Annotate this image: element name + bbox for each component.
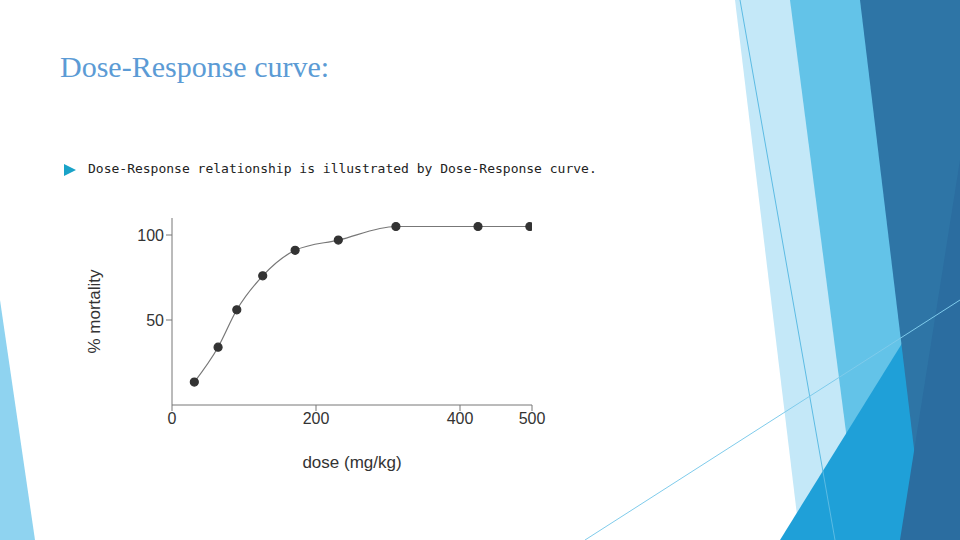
svg-text:100: 100 (137, 227, 164, 244)
html-text:Dose-Response relationship is: Dose-Response relationship is illustrate… (88, 161, 597, 176)
svg-text:dose (mg/kg): dose (mg/kg) (302, 453, 401, 472)
svg-text:200: 200 (303, 410, 330, 427)
svg-text:% mortality: % mortality (85, 269, 104, 354)
html-text:Dose-Response curve:: Dose-Response curve: (60, 50, 330, 83)
svg-text:400: 400 (447, 410, 474, 427)
svg-text:0: 0 (168, 410, 177, 427)
svg-text:500: 500 (519, 410, 546, 427)
svg-text:50: 50 (146, 312, 164, 329)
